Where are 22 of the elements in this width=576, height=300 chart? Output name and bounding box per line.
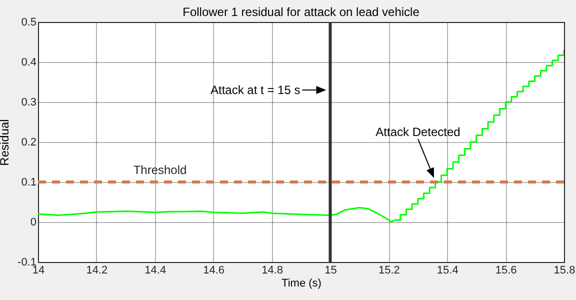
x-tick-label: 15 [324, 264, 337, 276]
y-tick-label: 0.4 [21, 56, 36, 68]
annotation: Attack Detected [376, 125, 460, 139]
x-tick-label: 15.2 [378, 264, 400, 276]
y-tick-label: 0.1 [21, 176, 36, 188]
x-tick-label: 14.4 [144, 264, 166, 276]
x-tick-label: 14.8 [262, 264, 283, 276]
y-tick-label: 0.5 [21, 16, 36, 28]
y-tick-label: 0.3 [21, 96, 36, 108]
y-axis-title: Residual [0, 119, 12, 166]
x-tick-label: 15.6 [495, 264, 517, 276]
y-tick-label: 0.2 [21, 136, 36, 148]
chart-title: Follower 1 residual for attack on lead vehicle [182, 5, 420, 19]
x-axis-title: Time (s) [282, 278, 322, 290]
x-tick-label: 14.2 [86, 264, 108, 276]
x-tick-label: 15.4 [436, 264, 458, 276]
x-tick-label: 14.6 [203, 264, 225, 276]
x-tick-label: 14 [32, 264, 45, 276]
annotation: Attack at t = 15 s [210, 83, 300, 97]
y-tick-label: 0 [30, 216, 36, 228]
x-tick-label: 15.8 [554, 264, 576, 276]
ref-line-label: Threshold [133, 163, 187, 177]
